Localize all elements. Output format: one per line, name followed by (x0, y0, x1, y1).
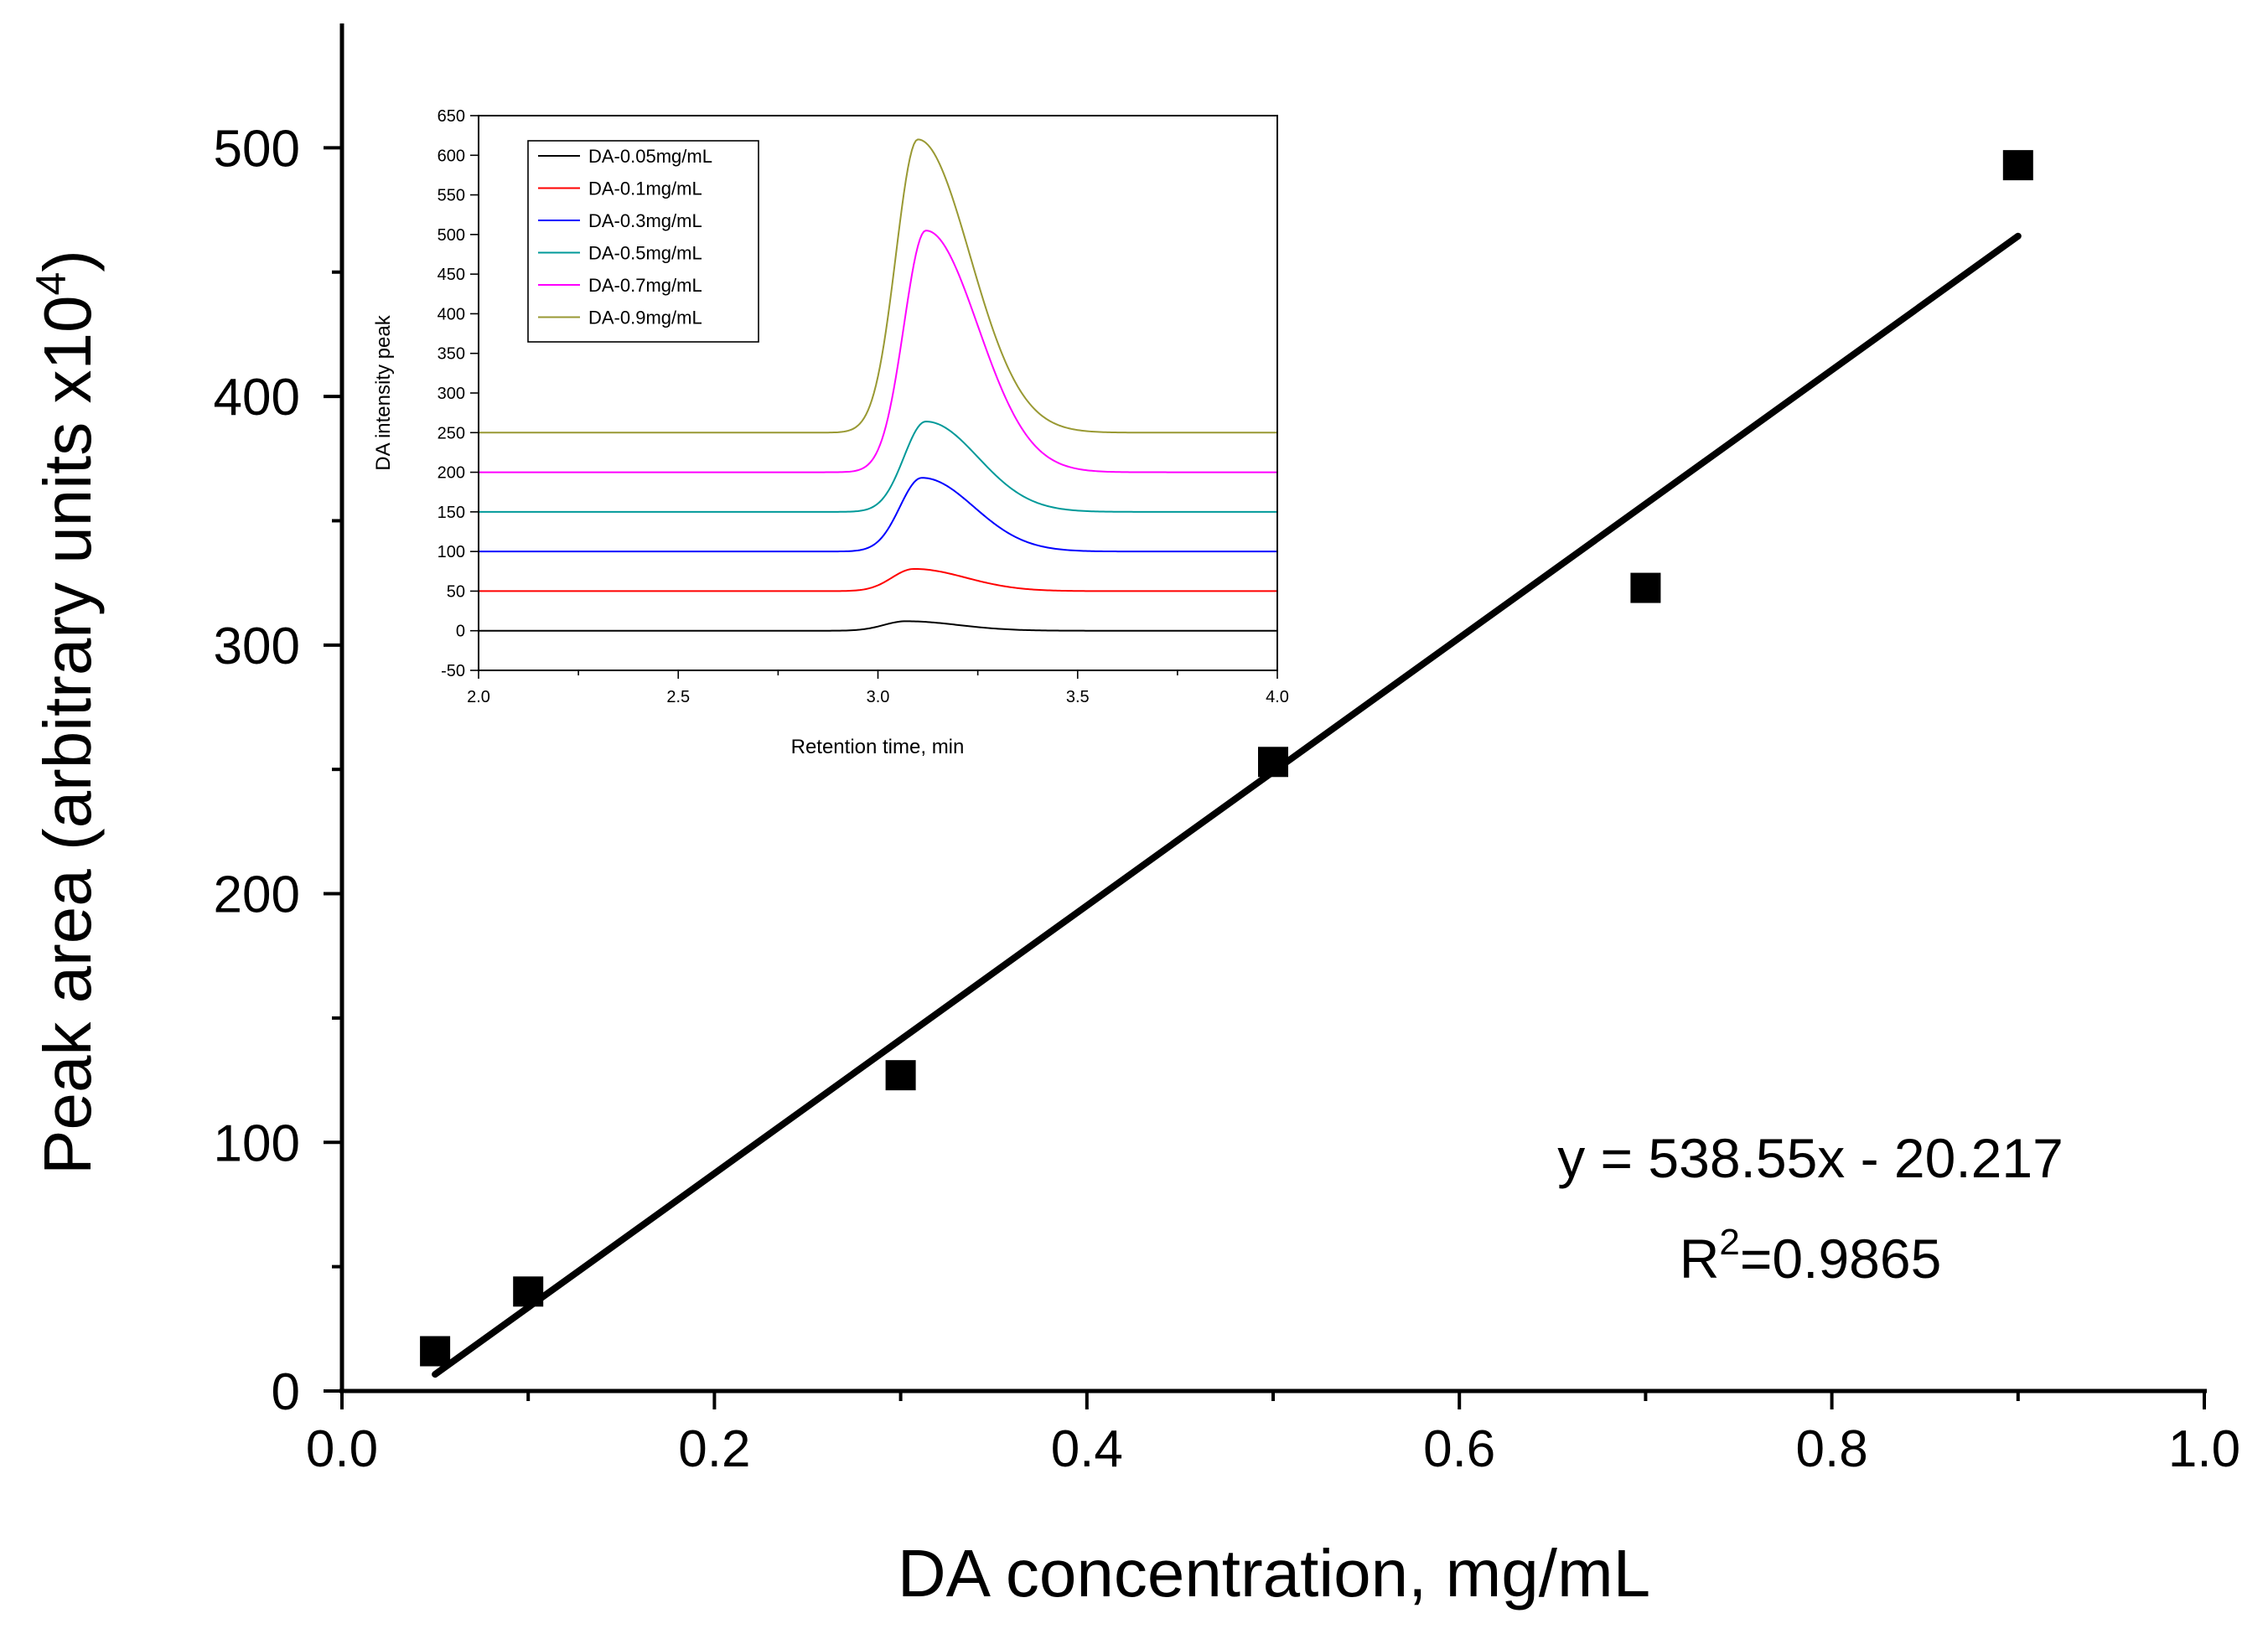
inset-y-tick-label: 150 (438, 504, 465, 522)
inset-curve (479, 477, 1277, 553)
main-y-tick-label: 0 (272, 1363, 300, 1421)
inset-y-tick-label: 400 (438, 305, 465, 323)
inset-y-axis-label: DA intensity peak (372, 314, 395, 470)
inset-y-tick-label: 300 (438, 385, 465, 403)
main-x-tick-label: 0.6 (1423, 1420, 1495, 1478)
inset-y-tick-label: 550 (438, 187, 465, 205)
inset-y-tick-label: 0 (456, 623, 465, 641)
main-x-tick-label: 0.8 (1795, 1420, 1867, 1478)
inset-curves (479, 138, 1277, 632)
inset-y-tick-label: 250 (438, 424, 465, 442)
main-x-tick-label: 0.4 (1051, 1420, 1123, 1478)
main-y-axis-label: Peak area (arbitrary units x104) (28, 250, 105, 1175)
legend-label: DA-0.5mg/mL (588, 243, 702, 264)
legend-label: DA-0.05mg/mL (588, 146, 712, 167)
inset-x-tick-label: 2.5 (666, 688, 690, 706)
fit-line (432, 232, 2022, 1378)
data-point (513, 1276, 544, 1307)
inset-y-tick-label: 500 (438, 226, 465, 245)
main-x-ticks: 0.0 0.2 0.4 0.6 0.8 1.0 (306, 1391, 2240, 1478)
fit-equation: y = 538.55x - 20.217 (1557, 1127, 2063, 1189)
legend-label: DA-0.1mg/mL (588, 178, 702, 199)
inset-chart: 2.0 2.5 3.0 3.5 4.0 -50 0 50 100 150 200 250 300 350… (372, 107, 1289, 758)
inset-y-tick-label: 650 (438, 107, 465, 126)
inset-curve (479, 138, 1277, 434)
inset-curve (479, 620, 1277, 632)
inset-curve (479, 421, 1277, 513)
data-point (420, 1336, 451, 1367)
r-squared-prefix: R (1680, 1228, 1720, 1290)
inset-x-tick-label: 4.0 (1266, 688, 1289, 706)
inset-curve (479, 567, 1277, 592)
r-squared: R2=0.9865 (1680, 1222, 1942, 1290)
r-squared-value: =0.9865 (1740, 1228, 1941, 1290)
main-y-ticks: 0 100 200 300 400 500 (214, 120, 342, 1421)
legend-label: DA-0.9mg/mL (588, 308, 702, 328)
inset-curve (479, 230, 1277, 473)
inset-x-tick-label: 3.0 (867, 688, 890, 706)
data-point (2002, 150, 2033, 181)
main-y-tick-label: 200 (214, 866, 300, 924)
inset-legend: DA-0.05mg/mL DA-0.1mg/mL DA-0.3mg/mL DA-0.5… (527, 140, 759, 343)
inset-y-tick-label: 100 (438, 543, 465, 561)
inset-x-tick-label: 2.0 (467, 688, 490, 706)
data-points (420, 150, 2033, 1367)
legend-label: DA-0.7mg/mL (588, 275, 702, 296)
inset-legend-box (527, 140, 759, 343)
inset-x-ticks: 2.0 2.5 3.0 3.5 4.0 (467, 670, 1289, 706)
inset-y-tick-label: 350 (438, 345, 465, 364)
data-point (1258, 747, 1288, 778)
main-x-tick-label: 1.0 (2168, 1420, 2240, 1478)
inset-legend-items: DA-0.05mg/mL DA-0.1mg/mL DA-0.3mg/mL DA-0.5… (538, 146, 712, 328)
y-label-main-text: Peak area (arbitrary units x10 (30, 296, 105, 1175)
inset-y-ticks: -50 0 50 100 150 200 250 300 350 400 450 500 550 600 6… (438, 107, 479, 680)
y-label-close: ) (30, 250, 105, 272)
inset-y-tick-label: 50 (447, 582, 465, 601)
inset-y-tick-label: -50 (441, 662, 465, 680)
data-point (1630, 572, 1661, 603)
data-point (885, 1060, 916, 1091)
inset-x-tick-label: 3.5 (1066, 688, 1090, 706)
main-x-tick-label: 0.0 (306, 1420, 378, 1478)
main-x-tick-label: 0.2 (678, 1420, 750, 1478)
main-x-axis-label: DA concentration, mg/mL (898, 1536, 1650, 1611)
main-y-tick-label: 100 (214, 1114, 300, 1172)
main-y-tick-label: 300 (214, 618, 300, 675)
inset-x-axis-label: Retention time, min (791, 736, 965, 758)
inset-y-tick-label: 600 (438, 147, 465, 165)
main-y-tick-label: 400 (214, 369, 300, 427)
legend-label: DA-0.3mg/mL (588, 210, 702, 231)
inset-y-tick-label: 200 (438, 464, 465, 483)
fit-line-layer (432, 232, 2022, 1378)
y-label-exponent: 4 (28, 272, 75, 296)
inset-y-tick-label: 450 (438, 266, 465, 284)
r-squared-exponent: 2 (1719, 1222, 1739, 1263)
main-y-tick-label: 500 (214, 120, 300, 178)
